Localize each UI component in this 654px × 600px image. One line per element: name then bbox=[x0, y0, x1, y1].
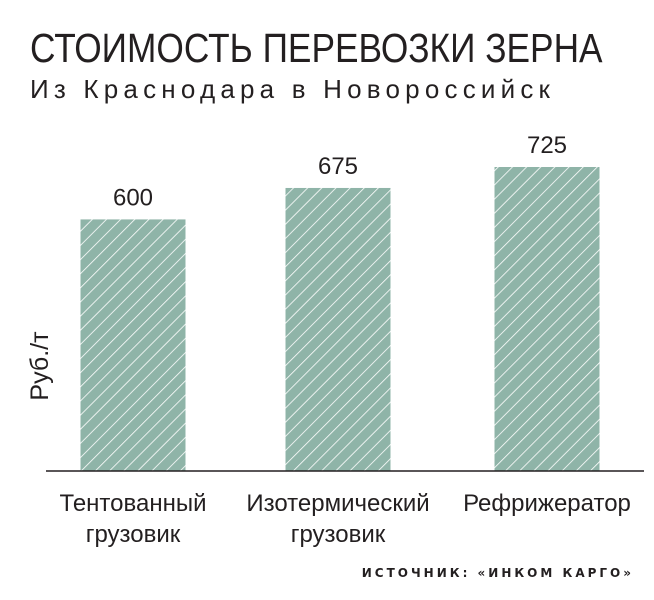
bars-layer bbox=[80, 167, 600, 471]
value-label-3: 725 bbox=[527, 132, 567, 159]
category-label-2-line-2: грузовик bbox=[291, 521, 386, 548]
bar-1 bbox=[80, 219, 186, 471]
value-label-2: 675 bbox=[318, 153, 358, 180]
category-label-3-line-1: Рефрижератор bbox=[463, 490, 631, 517]
value-label-1: 600 bbox=[113, 184, 153, 211]
chart-subtitle: Из Краснодара в Новороссийск bbox=[30, 74, 556, 104]
chart-title: СТОИМОСТЬ ПЕРЕВОЗКИ ЗЕРНА bbox=[30, 25, 603, 71]
value-labels-layer: 600 675 725 bbox=[113, 132, 567, 211]
category-label-2-line-1: Изотермический bbox=[246, 490, 429, 517]
category-label-1-line-2: грузовик bbox=[86, 521, 181, 548]
bar-3 bbox=[494, 167, 600, 471]
category-label-1-line-1: Тентованный bbox=[60, 490, 207, 517]
y-axis-label: Руб./т bbox=[26, 331, 54, 401]
bar-2 bbox=[285, 187, 391, 471]
category-labels-layer: Тентованный грузовик Изотермический грузови… bbox=[60, 490, 631, 548]
source-note: ИСТОЧНИК: «ИНКОМ КАРГО» bbox=[361, 566, 634, 580]
